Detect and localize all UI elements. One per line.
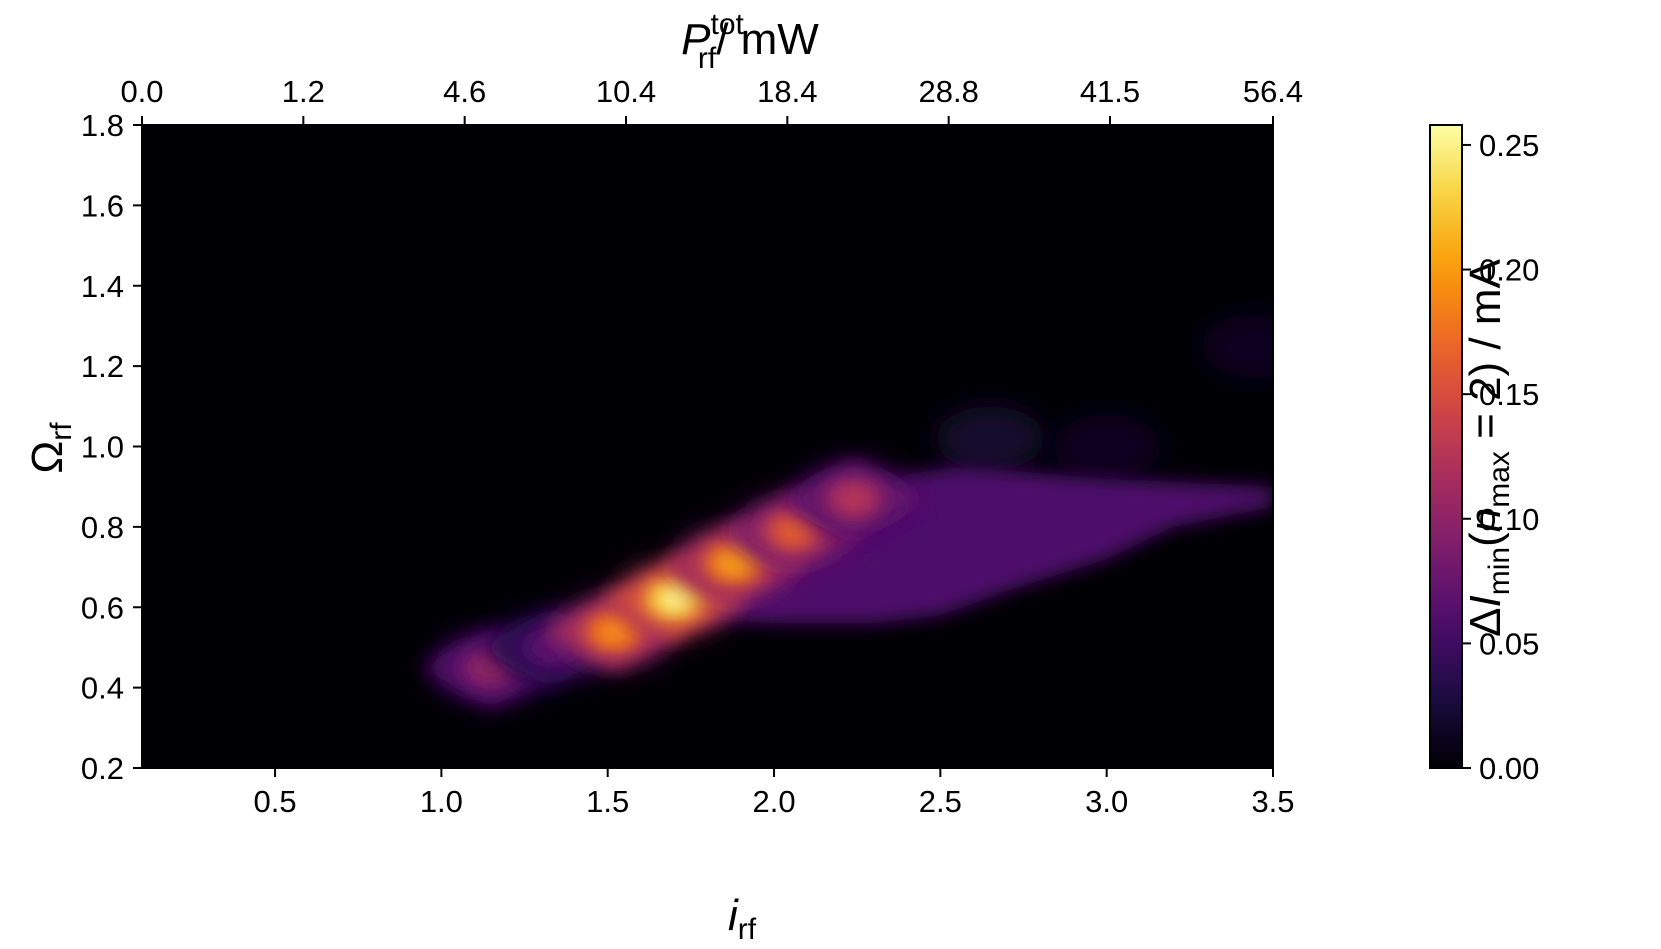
axes: 0.5 1.0 1.5 2.0 2.5 3.0 3.5 0.2 0.4 0.6 0.8 1.0 1.2 1… [81,74,1303,819]
x-tick-label-3: 2.0 [752,784,795,819]
colorbar-tick-label-4: 0.20 [1479,253,1539,288]
peak-core-4 [719,552,750,575]
y-tick-label-7: 1.6 [81,188,124,223]
y-axis-subscript: rf [45,422,78,441]
y-tick-label-6: 1.4 [81,269,124,304]
colorbar-n-subscript: max [1483,451,1516,508]
plateau-region [624,466,1273,624]
y-tick-label-3: 0.8 [81,510,124,545]
x-tick-label-6: 3.5 [1251,784,1294,819]
faint-region-1 [1051,414,1162,479]
colorbar-symbol: I [1461,595,1510,607]
heatmap-cells [421,314,1273,708]
y-tick-label-5: 1.2 [81,349,124,384]
colorbar-tick-label-0: 0.00 [1479,751,1539,786]
top-tick-label-6: 41.5 [1080,74,1140,109]
y-axis-symbol: Ω [23,441,72,474]
peak-core-1 [536,636,567,659]
x-tick-label-4: 2.5 [919,784,962,819]
top-tick-label-7: 56.4 [1243,74,1303,109]
x-tick-label-5: 3.0 [1085,784,1128,819]
colorbar-tick-label-5: 0.25 [1479,128,1539,163]
top-tick-label-4: 18.4 [757,74,817,109]
top-axis-superscript: tot [711,8,745,41]
colorbar-prefix: Δ [1461,607,1510,636]
x-tick-label-2: 1.5 [586,784,629,819]
colorbar-open-paren: ( [1461,532,1510,547]
colorbar-gradient [1429,124,1463,769]
colorbar-rest: = 2) / mA [1461,258,1510,451]
plot-area [142,125,1273,768]
colorbar: 0.00 0.05 0.10 0.15 0.20 0.25 [1429,124,1539,786]
x-axis-subscript: rf [738,913,757,946]
y-axis-title: Ωrf [23,422,78,474]
colorbar-tick-label-1: 0.05 [1479,626,1539,661]
top-axis-title: Ptot rf/ mW [681,8,819,75]
top-tick-label-1: 1.2 [282,74,325,109]
x-axis-title: irf [728,891,757,946]
top-tick-label-3: 10.4 [596,74,656,109]
colorbar-n-symbol: n [1461,508,1510,532]
top-axis-subscript: rf [698,42,717,75]
faint-region-2 [1201,314,1273,379]
y-tick-label-4: 1.0 [81,430,124,465]
colorbar-tick-label-2: 0.10 [1479,502,1539,537]
y-tick-label-8: 1.8 [81,108,124,143]
colorbar-subscript: min [1483,547,1516,595]
peak-core-3 [659,588,690,611]
peak-core-5 [778,519,809,542]
colorbar-tick-label-3: 0.15 [1479,377,1539,412]
top-axis-symbol: P [681,15,711,64]
top-tick-label-2: 4.6 [443,74,486,109]
faint-region-0 [935,406,1046,471]
y-tick-label-1: 0.4 [81,671,124,706]
y-tick-label-0: 0.2 [81,751,124,786]
peak-core-2 [599,620,630,643]
peak-6 [783,458,924,539]
top-axis-suffix: / mW [716,15,819,64]
x-tick-label-0: 0.5 [254,784,297,819]
peak-core-6 [838,487,869,510]
top-tick-label-5: 28.8 [918,74,978,109]
x-axis-symbol: i [728,891,739,940]
top-tick-label-0: 0.0 [120,74,163,109]
colorbar-title: ΔImin(nmax = 2) / mA [1461,258,1516,636]
y-tick-label-2: 0.6 [81,590,124,625]
x-tick-label-1: 1.0 [420,784,463,819]
